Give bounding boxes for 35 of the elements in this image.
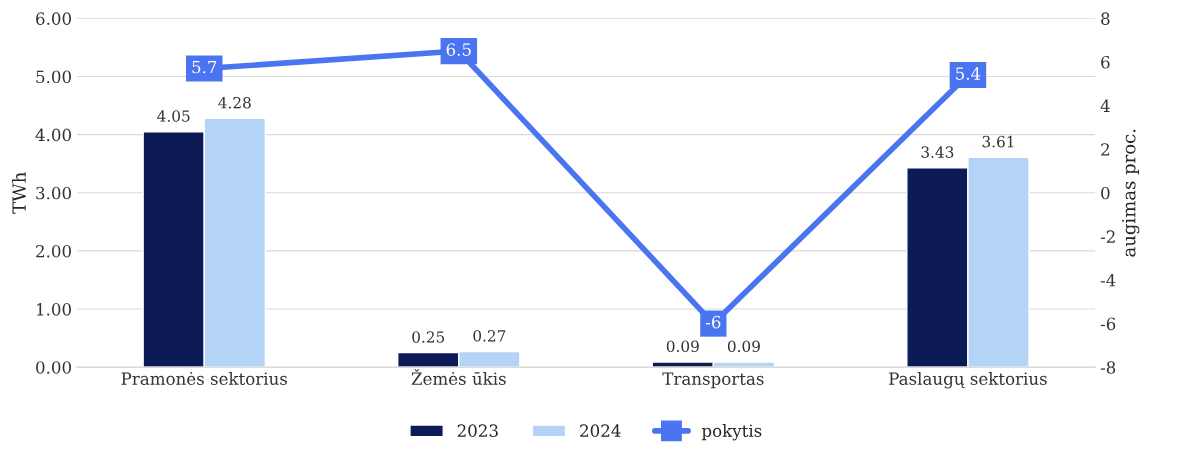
x-tick-label: Žemės ūkis <box>411 369 506 385</box>
y-axis-title: TWh <box>11 172 26 214</box>
y2-tick-label: 6 <box>1101 55 1110 69</box>
y2-tick-label: 8 <box>1101 12 1110 25</box>
data-label: 3.43 <box>921 146 954 158</box>
data-label: 0.09 <box>666 340 699 353</box>
data-label: 0.27 <box>473 330 506 342</box>
y-tick-label: 3.00 <box>36 186 71 200</box>
legend-label: 2023 <box>457 424 498 437</box>
legend-label: 2024 <box>580 424 621 437</box>
data-label: 4.28 <box>218 96 251 109</box>
y-tick-label: 1.00 <box>37 303 71 316</box>
x-tick-label: Transportas <box>662 372 764 389</box>
data-label: -6 <box>705 315 721 329</box>
data-label: 0.25 <box>412 331 445 343</box>
y2-axis-title: augimas proc. <box>1122 129 1140 257</box>
x-tick-label: Pramonės sektorius <box>121 371 287 385</box>
y2-tick-label: -6 <box>1100 317 1116 331</box>
y-tick-label: 6.00 <box>36 12 71 25</box>
y-tick-label: 5.00 <box>36 70 71 84</box>
y-tick-label: 0.00 <box>36 361 71 374</box>
y2-tick-label: -4 <box>1100 273 1116 287</box>
data-label: 0.09 <box>727 340 760 353</box>
y2-tick-label: -2 <box>1100 230 1115 243</box>
y2-tick-label: -8 <box>1100 361 1116 374</box>
y2-tick-label: 4 <box>1100 99 1110 112</box>
data-label: 3.61 <box>982 135 1014 148</box>
y-tick-label: 2.00 <box>36 244 71 258</box>
legend-label: pokytis <box>701 424 762 441</box>
data-label: 4.05 <box>157 110 190 122</box>
data-label: 5.4 <box>956 67 981 80</box>
y2-tick-label: 2 <box>1101 143 1110 156</box>
y-tick-label: 4.00 <box>35 128 71 142</box>
y2-tick-label: 0 <box>1101 186 1110 200</box>
x-tick-label: Paslaugų sektorius <box>889 372 1047 389</box>
